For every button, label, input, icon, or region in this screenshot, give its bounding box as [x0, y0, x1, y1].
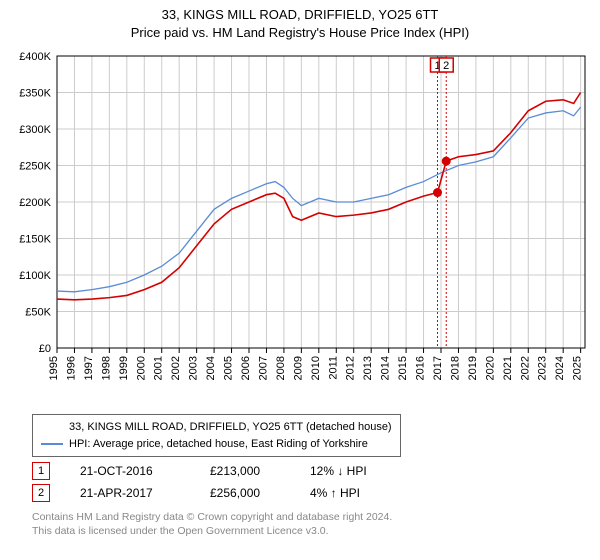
svg-text:1998: 1998: [100, 356, 112, 380]
svg-text:£0: £0: [39, 343, 51, 355]
sale-marker-box: 2: [32, 484, 50, 502]
svg-text:2006: 2006: [240, 356, 252, 380]
svg-text:1997: 1997: [83, 356, 95, 380]
svg-text:£200K: £200K: [19, 197, 51, 209]
sale-marker-box: 1: [32, 462, 50, 480]
footer-note: Contains HM Land Registry data © Crown c…: [32, 510, 392, 538]
svg-text:2011: 2011: [327, 356, 339, 380]
svg-text:£350K: £350K: [19, 88, 51, 100]
svg-text:2: 2: [443, 60, 449, 72]
svg-text:1999: 1999: [118, 356, 130, 380]
sale-date: 21-APR-2017: [80, 486, 210, 500]
svg-text:2001: 2001: [153, 356, 165, 380]
sale-price: £256,000: [210, 486, 310, 500]
svg-text:£400K: £400K: [19, 51, 51, 63]
legend-label: 33, KINGS MILL ROAD, DRIFFIELD, YO25 6TT…: [69, 419, 392, 436]
legend-swatch: [41, 426, 63, 428]
svg-text:2005: 2005: [223, 356, 235, 380]
svg-text:2013: 2013: [362, 356, 374, 380]
svg-text:2008: 2008: [275, 356, 287, 380]
svg-text:2024: 2024: [554, 356, 566, 380]
svg-text:2017: 2017: [432, 356, 444, 380]
svg-text:2014: 2014: [380, 356, 392, 380]
svg-text:2021: 2021: [502, 356, 514, 380]
svg-text:2000: 2000: [135, 356, 147, 380]
svg-text:2010: 2010: [310, 356, 322, 380]
svg-text:2019: 2019: [467, 356, 479, 380]
svg-text:2020: 2020: [484, 356, 496, 380]
svg-text:2012: 2012: [345, 356, 357, 380]
svg-text:2003: 2003: [188, 356, 200, 380]
svg-text:2009: 2009: [292, 356, 304, 380]
legend-label: HPI: Average price, detached house, East…: [69, 436, 368, 453]
footer-line1: Contains HM Land Registry data © Crown c…: [32, 510, 392, 524]
svg-text:2018: 2018: [449, 356, 461, 380]
sale-row-2: 2 21-APR-2017 £256,000 4% ↑ HPI: [32, 482, 420, 504]
svg-text:2004: 2004: [205, 356, 217, 380]
svg-text:2023: 2023: [537, 356, 549, 380]
title-line2: Price paid vs. HM Land Registry's House …: [0, 24, 600, 42]
svg-text:2025: 2025: [572, 356, 584, 380]
sale-row-1: 1 21-OCT-2016 £213,000 12% ↓ HPI: [32, 460, 420, 482]
chart-svg: £0 £50K £100K £150K £200K £250K £300K £350K £400…: [5, 48, 595, 408]
svg-text:£250K: £250K: [19, 161, 51, 173]
svg-text:£150K: £150K: [19, 234, 51, 246]
svg-text:2007: 2007: [257, 356, 269, 380]
svg-text:£50K: £50K: [25, 307, 51, 319]
svg-text:1996: 1996: [65, 356, 77, 380]
title-line1: 33, KINGS MILL ROAD, DRIFFIELD, YO25 6TT: [0, 6, 600, 24]
svg-text:2022: 2022: [519, 356, 531, 380]
svg-text:2015: 2015: [397, 356, 409, 380]
sale-diff: 4% ↑ HPI: [310, 486, 420, 500]
sale-date: 21-OCT-2016: [80, 464, 210, 478]
svg-text:1995: 1995: [48, 356, 60, 380]
sales-table: 1 21-OCT-2016 £213,000 12% ↓ HPI 2 21-AP…: [32, 460, 420, 504]
svg-text:2002: 2002: [170, 356, 182, 380]
chart-container: 33, KINGS MILL ROAD, DRIFFIELD, YO25 6TT…: [0, 0, 600, 560]
legend-item-hpi: HPI: Average price, detached house, East…: [41, 436, 392, 453]
legend-item-property: 33, KINGS MILL ROAD, DRIFFIELD, YO25 6TT…: [41, 419, 392, 436]
title-block: 33, KINGS MILL ROAD, DRIFFIELD, YO25 6TT…: [0, 0, 600, 42]
line-chart: £0 £50K £100K £150K £200K £250K £300K £350K £400…: [5, 48, 595, 408]
sale-price: £213,000: [210, 464, 310, 478]
svg-text:£300K: £300K: [19, 124, 51, 136]
svg-text:2016: 2016: [415, 356, 427, 380]
sale-diff: 12% ↓ HPI: [310, 464, 420, 478]
svg-text:£100K: £100K: [19, 270, 51, 282]
footer-line2: This data is licensed under the Open Gov…: [32, 524, 392, 538]
legend-swatch: [41, 443, 63, 445]
legend: 33, KINGS MILL ROAD, DRIFFIELD, YO25 6TT…: [32, 414, 401, 457]
